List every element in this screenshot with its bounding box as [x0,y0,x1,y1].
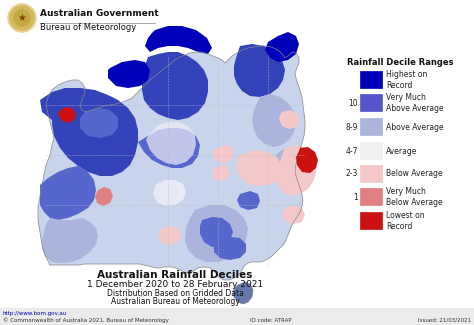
Polygon shape [252,94,296,147]
Polygon shape [38,46,305,280]
Polygon shape [40,88,95,124]
Text: Bureau of Meteorology: Bureau of Meteorology [40,22,136,32]
Polygon shape [276,145,316,196]
Text: 1: 1 [353,192,358,202]
Polygon shape [233,282,253,304]
Polygon shape [212,165,230,181]
Text: Average: Average [386,147,418,155]
Text: Distribution Based on Gridded Data: Distribution Based on Gridded Data [107,289,244,298]
Text: 10: 10 [348,98,358,108]
Polygon shape [185,205,248,262]
Text: Australian Government: Australian Government [40,8,159,18]
Polygon shape [58,107,76,123]
Bar [360,94,382,111]
Polygon shape [233,282,253,304]
Polygon shape [40,166,96,220]
Polygon shape [279,110,300,129]
Text: Above Average: Above Average [386,123,444,132]
Bar [360,165,382,182]
Polygon shape [158,226,181,245]
Polygon shape [153,180,186,206]
Text: Highest on
Record: Highest on Record [386,70,428,90]
Text: Australian Bureau of Meteorology: Australian Bureau of Meteorology [110,297,239,306]
Bar [360,118,382,135]
Circle shape [14,10,30,26]
Polygon shape [234,44,285,97]
Polygon shape [214,237,246,260]
Text: Australian Rainfall Deciles: Australian Rainfall Deciles [97,270,253,280]
Polygon shape [80,108,118,138]
Text: Very Much
Below Average: Very Much Below Average [386,187,443,207]
Polygon shape [236,150,282,186]
Circle shape [8,4,36,32]
Bar [0,308,474,325]
Bar [360,142,382,159]
Polygon shape [212,145,234,163]
Polygon shape [146,122,196,165]
Polygon shape [42,218,98,263]
Text: Very Much
Above Average: Very Much Above Average [386,93,444,113]
Text: © Commonwealth of Australia 2021, Bureau of Meteorology: © Commonwealth of Australia 2021, Bureau… [3,317,169,323]
Circle shape [10,6,34,30]
Polygon shape [52,88,138,176]
Text: ID code: ATRAP: ID code: ATRAP [250,318,292,322]
Text: 4-7: 4-7 [346,147,358,155]
Text: Rainfall Decile Ranges: Rainfall Decile Ranges [347,58,453,67]
Text: Below Average: Below Average [386,170,443,178]
Polygon shape [272,148,305,188]
Text: Issued: 21/03/2021: Issued: 21/03/2021 [418,318,471,322]
Polygon shape [145,26,212,54]
Polygon shape [200,217,233,247]
Text: 8-9: 8-9 [346,123,358,132]
Polygon shape [95,187,113,206]
Polygon shape [237,191,260,210]
Text: 2-3: 2-3 [346,170,358,178]
Bar [332,65,470,279]
Text: Lowest on
Record: Lowest on Record [386,211,425,231]
Polygon shape [265,32,299,62]
Polygon shape [108,60,150,88]
Polygon shape [138,128,200,168]
Bar [360,212,382,229]
Text: ★: ★ [18,13,27,23]
Polygon shape [282,205,305,224]
Polygon shape [296,147,318,173]
Bar [360,188,382,205]
Bar [360,71,382,88]
Text: 1 December 2020 to 28 February 2021: 1 December 2020 to 28 February 2021 [87,280,263,289]
Polygon shape [142,52,208,120]
Text: http://www.bom.gov.au: http://www.bom.gov.au [3,310,67,316]
